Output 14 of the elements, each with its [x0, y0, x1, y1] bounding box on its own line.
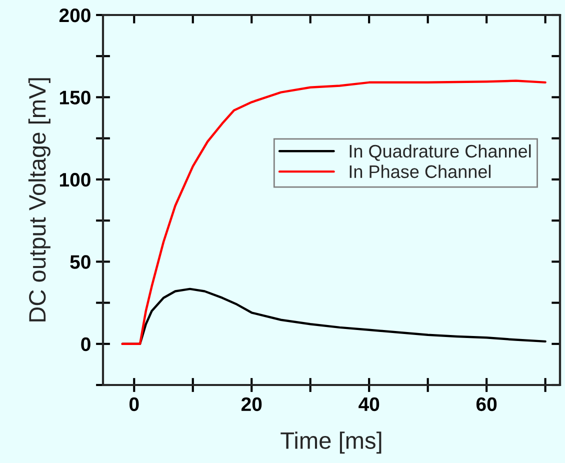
- y-tick-label: 0: [81, 337, 90, 352]
- y-axis-title: DC output Voltage [mV]: [28, 78, 50, 322]
- x-tick-label: 0: [129, 397, 139, 412]
- x-tick-label: 60: [476, 397, 497, 412]
- legend-label: In Quadrature Channel: [350, 144, 531, 161]
- y-tick-label: 150: [60, 90, 90, 104]
- x-tick-label: 20: [241, 397, 262, 412]
- line-series: [121, 80, 546, 345]
- y-tick-label: 50: [70, 255, 90, 269]
- x-tick-label: 40: [358, 397, 380, 412]
- legend-label: In Phase Channel: [350, 164, 491, 178]
- x-axis-title: Time [ms]: [280, 432, 382, 454]
- y-tick-label: 100: [60, 172, 90, 187]
- y-tick-label: 200: [59, 8, 90, 22]
